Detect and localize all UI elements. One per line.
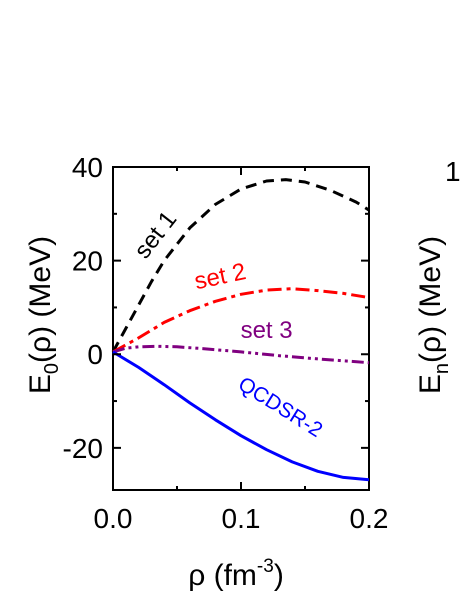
y-tick-label: 40	[72, 152, 103, 183]
y-tick-label: 0	[87, 339, 103, 370]
x-axis-label-sup: -3	[257, 556, 274, 577]
y-axis-label: E0(ρ) (MeV)	[24, 236, 63, 394]
y-axis-label-post: (ρ) (MeV)	[24, 236, 57, 363]
right-panel-y-axis-label-sub: n	[431, 363, 453, 374]
series-label-set-2: set 2	[192, 258, 249, 295]
series-line-set-3	[112, 344, 370, 365]
ticks-layer: 0.0 0.1 0.2 -20 0 20 40	[63, 152, 389, 534]
series-line-qcdsr-2	[112, 350, 370, 482]
series-label-set-3: set 3	[241, 317, 293, 344]
series-layer	[111, 178, 370, 482]
series-labels-layer: set 1 set 2 set 3 QCDSR-2	[129, 206, 326, 442]
y-axis-label-pre: E	[24, 374, 57, 394]
x-tick-label: 0.1	[222, 503, 261, 534]
y-tick-label: -20	[63, 433, 103, 464]
series-label-qcdsr-2: QCDSR-2	[234, 372, 326, 442]
right-panel-y-axis-label-post: (ρ) (MeV)	[414, 236, 447, 363]
x-axis-label-main: ρ (fm	[188, 559, 257, 592]
series-line-set-1	[111, 178, 370, 353]
right-panel-y-axis-label-pre: E	[414, 374, 447, 394]
right-panel-y-axis-label: En(ρ) (MeV)	[414, 236, 453, 394]
x-axis-label-tail: )	[274, 559, 284, 592]
right-panel-tick-label: 1	[445, 156, 461, 187]
x-tick-label: 0.2	[350, 503, 389, 534]
series-line-set-2	[112, 287, 370, 354]
y-tick-label: 20	[72, 246, 103, 277]
y-axis-label-sub: 0	[41, 363, 63, 374]
x-tick-label: 0.0	[94, 503, 133, 534]
x-axis-label: ρ (fm-3)	[188, 556, 284, 592]
series-label-set-1: set 1	[129, 206, 182, 264]
